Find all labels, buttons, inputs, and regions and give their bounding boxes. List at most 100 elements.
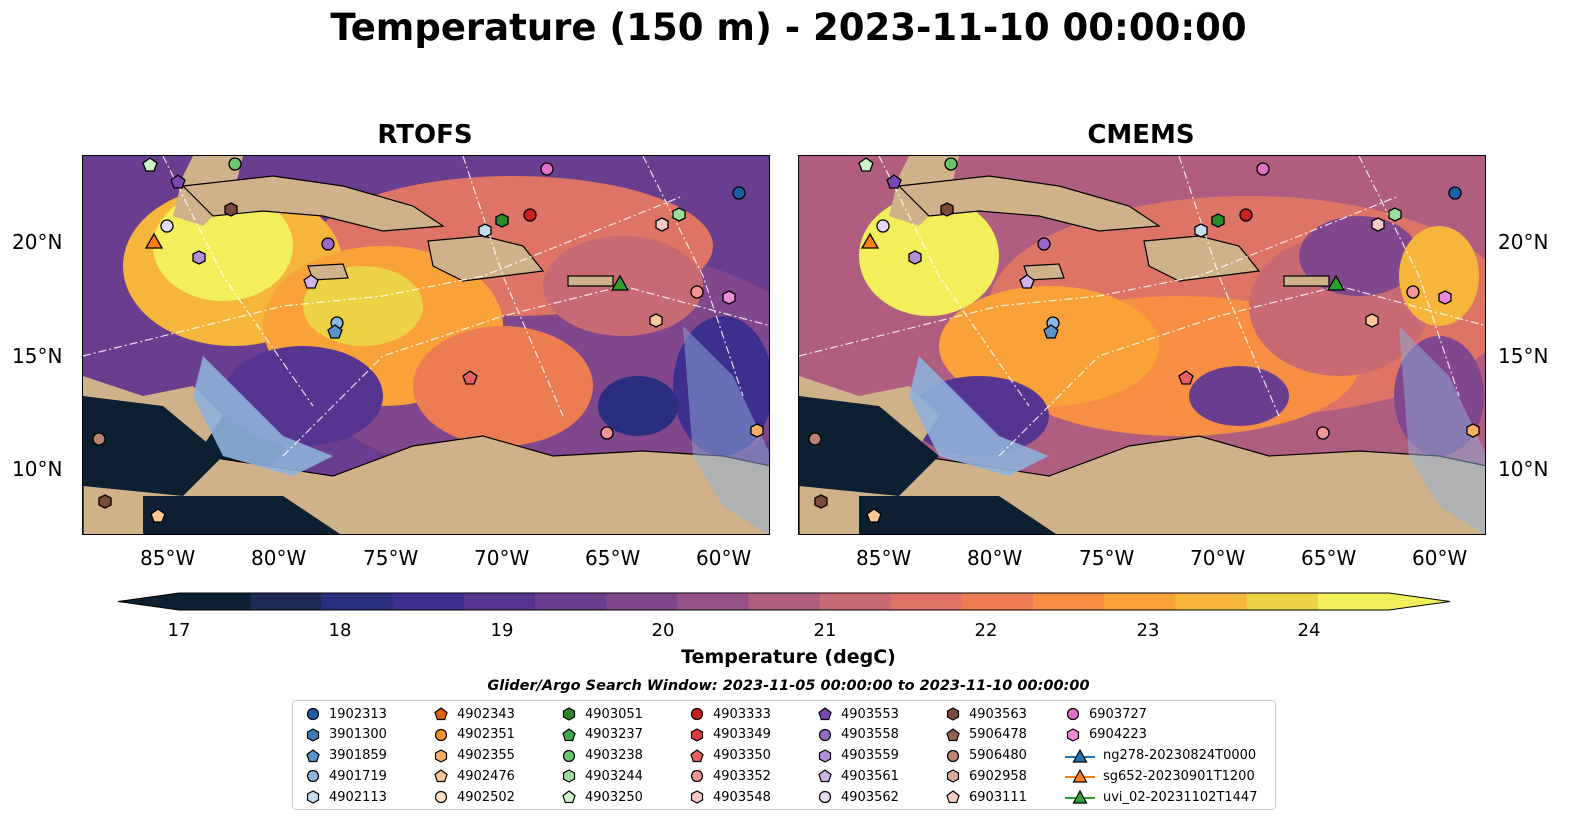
legend-label: 1902313 [329, 706, 387, 722]
legend-label: 4903237 [585, 727, 643, 743]
lat-label-left-20: 20°N [12, 230, 63, 254]
legend-marker-icon [1065, 748, 1095, 763]
legend-item: 1902313 [305, 704, 387, 724]
legend-label: 4902113 [329, 789, 387, 805]
legend-item: 4903553 [817, 704, 899, 724]
figure-title: Temperature (150 m) - 2023-11-10 00:00:0… [330, 6, 1247, 49]
legend-item: 6904223 [1065, 725, 1147, 745]
legend-label: 4903349 [713, 727, 771, 743]
legend-marker-icon [1066, 707, 1080, 721]
lon-label-left-75w: 75°W [363, 546, 419, 570]
lon-label-left-85w: 85°W [140, 546, 196, 570]
colorbar-segment [1104, 593, 1176, 610]
legend-marker-icon [690, 790, 704, 804]
legend-label: 4903051 [585, 706, 643, 722]
legend-marker-icon [434, 728, 448, 741]
colorbar-tick-21: 21 [813, 620, 837, 641]
legend-marker-icon [690, 707, 704, 721]
legend-item: 4903558 [817, 725, 899, 745]
lon-label-left-65w: 65°W [585, 546, 641, 570]
legend-label: 4903238 [585, 748, 643, 764]
legend-marker-icon [818, 707, 832, 721]
lon-label-right-65w: 65°W [1301, 546, 1357, 570]
legend-label: sg652-20230901T1200 [1103, 768, 1255, 784]
legend-marker-icon [434, 707, 448, 721]
legend-label: 4903548 [713, 789, 771, 805]
colorbar-segment [819, 593, 892, 610]
lat-label-right-15: 15°N [1498, 344, 1549, 368]
panel-title-rtofs: RTOFS [377, 120, 473, 150]
legend-marker-icon [818, 791, 832, 804]
legend-item: uvi_02-20231102T1447 [1065, 787, 1257, 807]
legend-item: 4901719 [305, 766, 387, 786]
legend-item: 4903562 [817, 787, 899, 807]
temperature-colorbar [117, 592, 1451, 611]
legend-marker-icon [434, 769, 448, 783]
legend-marker-icon [946, 769, 960, 784]
legend-label: 4903333 [713, 706, 771, 722]
legend-marker-icon [818, 748, 832, 763]
legend-label: 4903250 [585, 789, 643, 805]
colorbar-tick-18: 18 [328, 620, 352, 641]
colorbar-segment [179, 593, 251, 610]
colorbar-segment [392, 593, 465, 610]
legend-item: 4902343 [433, 704, 515, 724]
legend-label: 4903352 [713, 768, 771, 784]
lat-label-right-20: 20°N [1498, 230, 1549, 254]
legend-item: 4902502 [433, 787, 515, 807]
legend-marker-icon [946, 707, 960, 721]
legend-marker-icon [434, 791, 448, 804]
colorbar-segment [463, 593, 536, 610]
rtofs-temperature-map [83, 156, 769, 534]
legend-item: 4903244 [561, 766, 643, 786]
legend-item: 4903352 [689, 766, 771, 786]
legend-label: 4903559 [841, 748, 899, 764]
panel-title-cmems: CMEMS [1087, 120, 1195, 150]
legend-marker-icon [306, 748, 320, 762]
lon-label-right-85w: 85°W [856, 546, 912, 570]
legend-item: 5906478 [945, 725, 1027, 745]
legend-marker-icon [1065, 769, 1095, 783]
lon-label-right-75w: 75°W [1079, 546, 1135, 570]
legend-item: 4902355 [433, 746, 515, 766]
legend-item: ng278-20230824T0000 [1065, 746, 1256, 766]
legend-marker-icon [306, 790, 320, 804]
map-panel-rtofs [82, 155, 770, 535]
cmems-temperature-map [799, 156, 1485, 534]
legend-label: 4902343 [457, 706, 515, 722]
legend-label: 4903350 [713, 748, 771, 764]
legend-item: 4903559 [817, 746, 899, 766]
legend-marker-icon [306, 707, 320, 721]
legend-label: 6902958 [969, 768, 1027, 784]
legend-item: 5906480 [945, 746, 1027, 766]
legend-marker-icon [946, 728, 960, 741]
legend-marker-icon [690, 770, 704, 783]
legend-item: 4903349 [689, 725, 771, 745]
legend-marker-icon [562, 769, 576, 784]
map-panel-cmems [798, 155, 1486, 535]
legend: 1902313 3901300 3901859 4901719 4902113 49023… [292, 700, 1276, 810]
legend-item: 4903548 [689, 787, 771, 807]
legend-marker-icon [306, 770, 320, 783]
legend-label: 4902355 [457, 748, 515, 764]
lon-label-right-80w: 80°W [967, 546, 1023, 570]
legend-marker-icon [690, 728, 704, 742]
colorbar-segment [890, 593, 963, 610]
legend-marker-icon [562, 790, 576, 804]
colorbar-segment [250, 593, 322, 610]
legend-label: ng278-20230824T0000 [1103, 748, 1257, 764]
legend-marker-icon [562, 728, 576, 741]
legend-marker-icon [946, 749, 960, 762]
lat-label-left-10: 10°N [12, 457, 63, 481]
legend-item: sg652-20230901T1200 [1065, 766, 1255, 786]
legend-item: 4903563 [945, 704, 1027, 724]
legend-item: 4903051 [561, 704, 643, 724]
legend-label: 4901719 [329, 768, 387, 784]
colorbar-segment [606, 593, 678, 610]
lat-label-right-10: 10°N [1498, 457, 1549, 481]
legend-marker-icon [562, 749, 576, 762]
legend-marker-icon [946, 790, 960, 804]
legend-label: 4903562 [841, 789, 899, 805]
legend-label: 4902476 [457, 768, 515, 784]
legend-marker-icon [1066, 728, 1080, 742]
